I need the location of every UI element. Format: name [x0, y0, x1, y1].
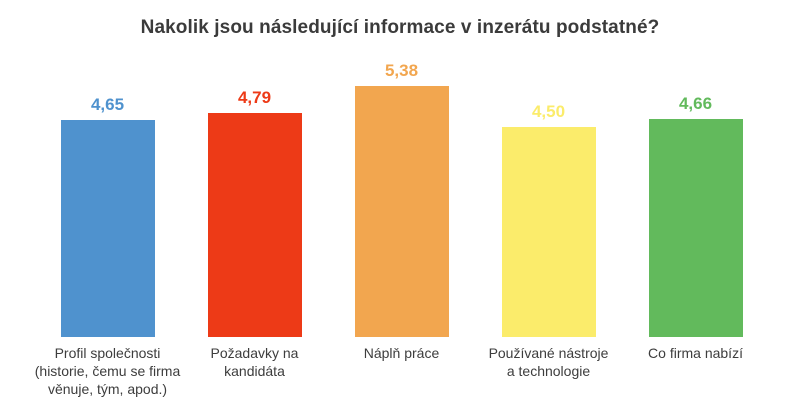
bar-value-label: 4,50 — [531, 102, 566, 121]
category-label: Co firma nabízí — [648, 345, 743, 361]
bar-group-pozadavky-na-kandidata: 4,79 Požadavky na kandidáta — [181, 0, 328, 408]
bar-value-label: 5,38 — [384, 61, 419, 80]
category-label: Požadavky na kandidáta — [210, 345, 299, 379]
bar-value-label: 4,65 — [90, 95, 125, 114]
bar-value-label: 4,66 — [678, 94, 713, 113]
category-label: Profil společnosti (historie, čemu se fi… — [34, 345, 181, 397]
category-label: Používané nástroje a technologie — [488, 345, 609, 379]
bar — [207, 113, 302, 337]
bar — [501, 127, 596, 337]
bar-group-napln-prace: 5,38 Náplň práce — [328, 0, 475, 408]
bar — [354, 86, 449, 337]
bar-group-pouzivane-nastroje: 4,50 Používané nástroje a technologie — [475, 0, 622, 408]
plot-area: 4,65 Profil společnosti (historie, čemu … — [34, 0, 769, 408]
bar-group-profil-spolecnosti: 4,65 Profil společnosti (historie, čemu … — [34, 0, 181, 408]
category-label: Náplň práce — [363, 345, 440, 361]
bar — [60, 120, 155, 337]
bar — [648, 119, 743, 337]
chart-title: Nakolik jsou následující informace v inz… — [140, 17, 660, 38]
bar-value-label: 4,79 — [237, 88, 272, 107]
bar-group-co-firma-nabizi: 4,66 Co firma nabízí — [622, 0, 769, 408]
